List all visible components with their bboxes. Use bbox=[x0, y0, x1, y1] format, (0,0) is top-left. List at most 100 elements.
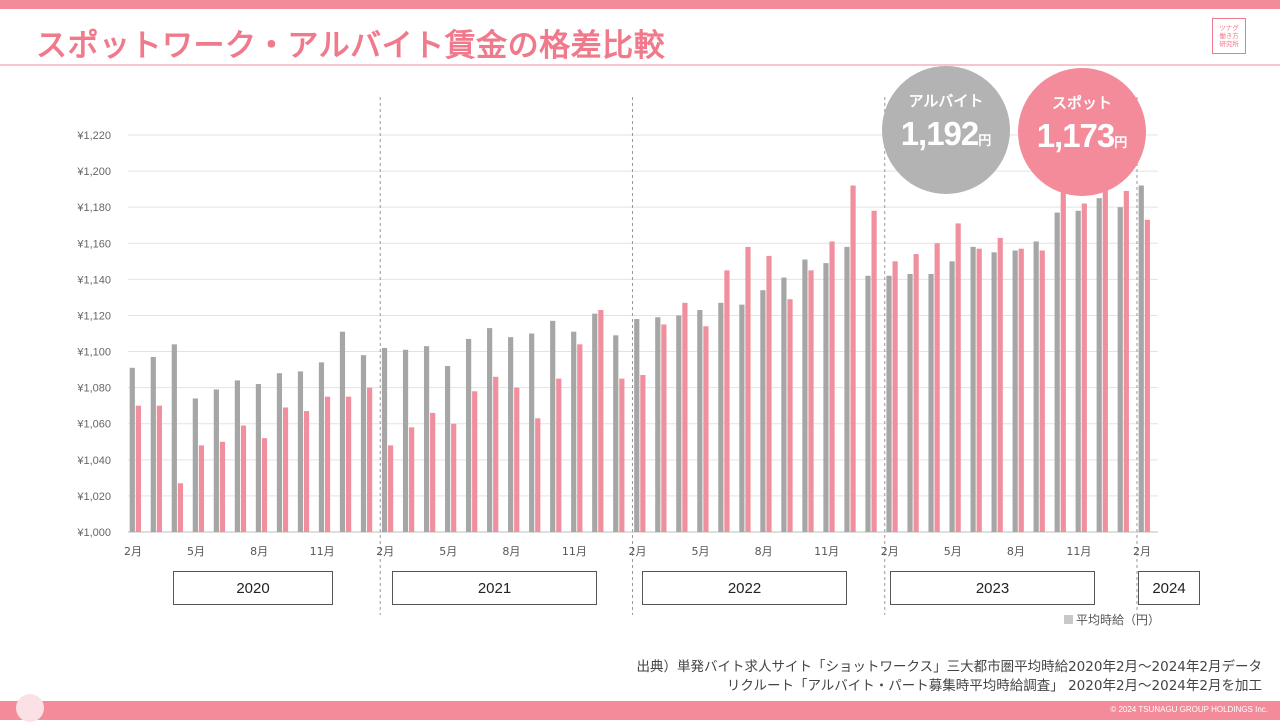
bar-arbeit bbox=[1033, 241, 1039, 532]
bar-spot bbox=[240, 425, 247, 532]
year-label-2023: 2023 bbox=[890, 571, 1095, 605]
bar-arbeit bbox=[1054, 212, 1060, 532]
bar-spot bbox=[156, 405, 163, 532]
bar-arbeit bbox=[381, 347, 388, 532]
arbeit-bubble-value-wrap: 1,192円 bbox=[882, 115, 1010, 153]
source-line-1: 出典）単発バイト求人サイト「ショットワークス」三大都市圏平均時給2020年2月～… bbox=[636, 659, 1263, 675]
arbeit-bubble-label: アルバイト bbox=[908, 93, 984, 110]
y-tick-label: ¥1,180 bbox=[76, 202, 111, 214]
bar-arbeit bbox=[676, 315, 682, 532]
bar-spot bbox=[1081, 203, 1087, 532]
spot-bubble-value-wrap: 1,173円 bbox=[1018, 117, 1146, 155]
bar-arbeit bbox=[571, 331, 577, 532]
bar-arbeit bbox=[1138, 185, 1144, 532]
bar-spot bbox=[808, 270, 814, 532]
bar-spot bbox=[177, 483, 184, 532]
bar-spot bbox=[430, 412, 436, 532]
page-title: スポットワーク・アルバイト賃金の格差比較 bbox=[36, 28, 666, 64]
bar-spot bbox=[282, 407, 289, 532]
page-indicator bbox=[16, 694, 44, 722]
bar-arbeit bbox=[865, 275, 871, 532]
y-tick-label: ¥1,220 bbox=[76, 130, 111, 142]
bar-arbeit bbox=[1075, 210, 1081, 533]
bar-spot bbox=[1144, 219, 1150, 532]
bar-arbeit bbox=[529, 333, 535, 532]
bar-arbeit bbox=[444, 365, 451, 532]
bar-spot bbox=[1102, 189, 1108, 533]
bar-spot bbox=[1123, 190, 1129, 532]
bar-spot bbox=[303, 411, 310, 532]
bar-spot bbox=[1039, 250, 1045, 532]
bar-spot bbox=[472, 391, 478, 532]
x-tick-label: 11月 bbox=[310, 545, 335, 558]
y-tick-label: ¥1,160 bbox=[76, 238, 111, 250]
bar-spot bbox=[409, 427, 415, 532]
bar-spot bbox=[219, 441, 226, 532]
x-tick-label: 5月 bbox=[944, 545, 962, 558]
bar-spot bbox=[766, 255, 772, 532]
bar-spot bbox=[324, 396, 331, 532]
x-tick-label: 11月 bbox=[1066, 545, 1091, 558]
y-tick-label: ¥1,000 bbox=[76, 527, 111, 539]
bar-arbeit bbox=[970, 246, 976, 532]
x-axis-ticks: 2月 5月 8月 11月 2月 5月 8月 11月 2月 5月 8月 11月 2月 5月 8月 11月 2月 bbox=[124, 545, 1151, 558]
bar-spot bbox=[850, 185, 856, 532]
spot-bubble-label: スポット bbox=[1051, 95, 1112, 112]
bar-spot bbox=[745, 246, 751, 532]
tsunagu-logo: ツナグ 働き方 研究所 bbox=[1212, 18, 1246, 54]
x-tick-label: 8月 bbox=[1007, 545, 1025, 558]
bar-arbeit bbox=[1096, 198, 1102, 532]
x-tick-label: 8月 bbox=[250, 545, 268, 558]
bar-spot bbox=[135, 405, 141, 532]
y-tick-label: ¥1,080 bbox=[76, 383, 111, 395]
bar-arbeit bbox=[928, 273, 934, 532]
year-label-2022: 2022 bbox=[642, 571, 847, 605]
x-tick-label: 11月 bbox=[814, 545, 839, 558]
logo-line-3: 研究所 bbox=[1219, 40, 1239, 48]
bar-spot bbox=[976, 248, 982, 532]
legend-label: 平均時給（円） bbox=[1076, 613, 1161, 627]
bar-arbeit bbox=[171, 344, 177, 532]
bar-arbeit bbox=[423, 346, 430, 532]
bar-spot bbox=[577, 344, 583, 532]
bar-arbeit bbox=[739, 304, 745, 532]
bar-spot bbox=[198, 445, 205, 532]
y-tick-label: ¥1,100 bbox=[76, 347, 111, 359]
x-tick-label: 2月 bbox=[124, 545, 142, 558]
bar-spot bbox=[1018, 248, 1024, 532]
bar-spot bbox=[934, 243, 940, 533]
arbeit-latest-bubble: アルバイト 1,192円 bbox=[882, 66, 1010, 194]
year-label-2021: 2021 bbox=[392, 571, 597, 605]
bar-spot bbox=[682, 302, 688, 532]
bar-spot bbox=[997, 237, 1003, 533]
spot-bubble-value: 1,173 bbox=[1036, 117, 1116, 154]
source-note: 出典）単発バイト求人サイト「ショットワークス」三大都市圏平均時給2020年2月～… bbox=[637, 658, 1263, 696]
y-tick-label: ¥1,060 bbox=[76, 419, 111, 431]
bar-spot bbox=[1060, 190, 1066, 532]
y-tick-label: ¥1,140 bbox=[76, 274, 111, 286]
year-dividers bbox=[379, 97, 1138, 615]
bar-arbeit bbox=[634, 319, 640, 532]
top-accent-stripe bbox=[0, 0, 1280, 9]
bar-arbeit bbox=[129, 367, 135, 532]
bar-spot bbox=[619, 378, 625, 532]
bar-spot bbox=[661, 324, 667, 532]
bar-arbeit bbox=[192, 398, 198, 532]
bar-arbeit bbox=[213, 389, 219, 532]
spot-latest-bubble: スポット 1,173円 bbox=[1018, 68, 1146, 196]
bar-arbeit bbox=[550, 320, 556, 532]
bar-arbeit bbox=[255, 384, 262, 532]
bar-spot bbox=[892, 261, 898, 532]
y-tick-label: ¥1,120 bbox=[76, 310, 111, 322]
bar-arbeit bbox=[508, 337, 514, 532]
chart-legend: 平均時給（円） bbox=[1064, 611, 1160, 628]
bar-arbeit bbox=[487, 328, 493, 532]
bar-arbeit bbox=[339, 331, 346, 532]
bar-spot bbox=[493, 376, 499, 532]
bar-arbeit bbox=[907, 273, 913, 532]
year-label-2020: 2020 bbox=[173, 571, 333, 605]
x-tick-label: 2月 bbox=[376, 545, 394, 558]
y-axis-ticks: ¥1,000 ¥1,020 ¥1,040 ¥1,060 ¥1,080 ¥1,100 ¥1,1… bbox=[76, 130, 111, 539]
legend-swatch bbox=[1064, 615, 1073, 624]
y-tick-label: ¥1,200 bbox=[76, 166, 111, 178]
